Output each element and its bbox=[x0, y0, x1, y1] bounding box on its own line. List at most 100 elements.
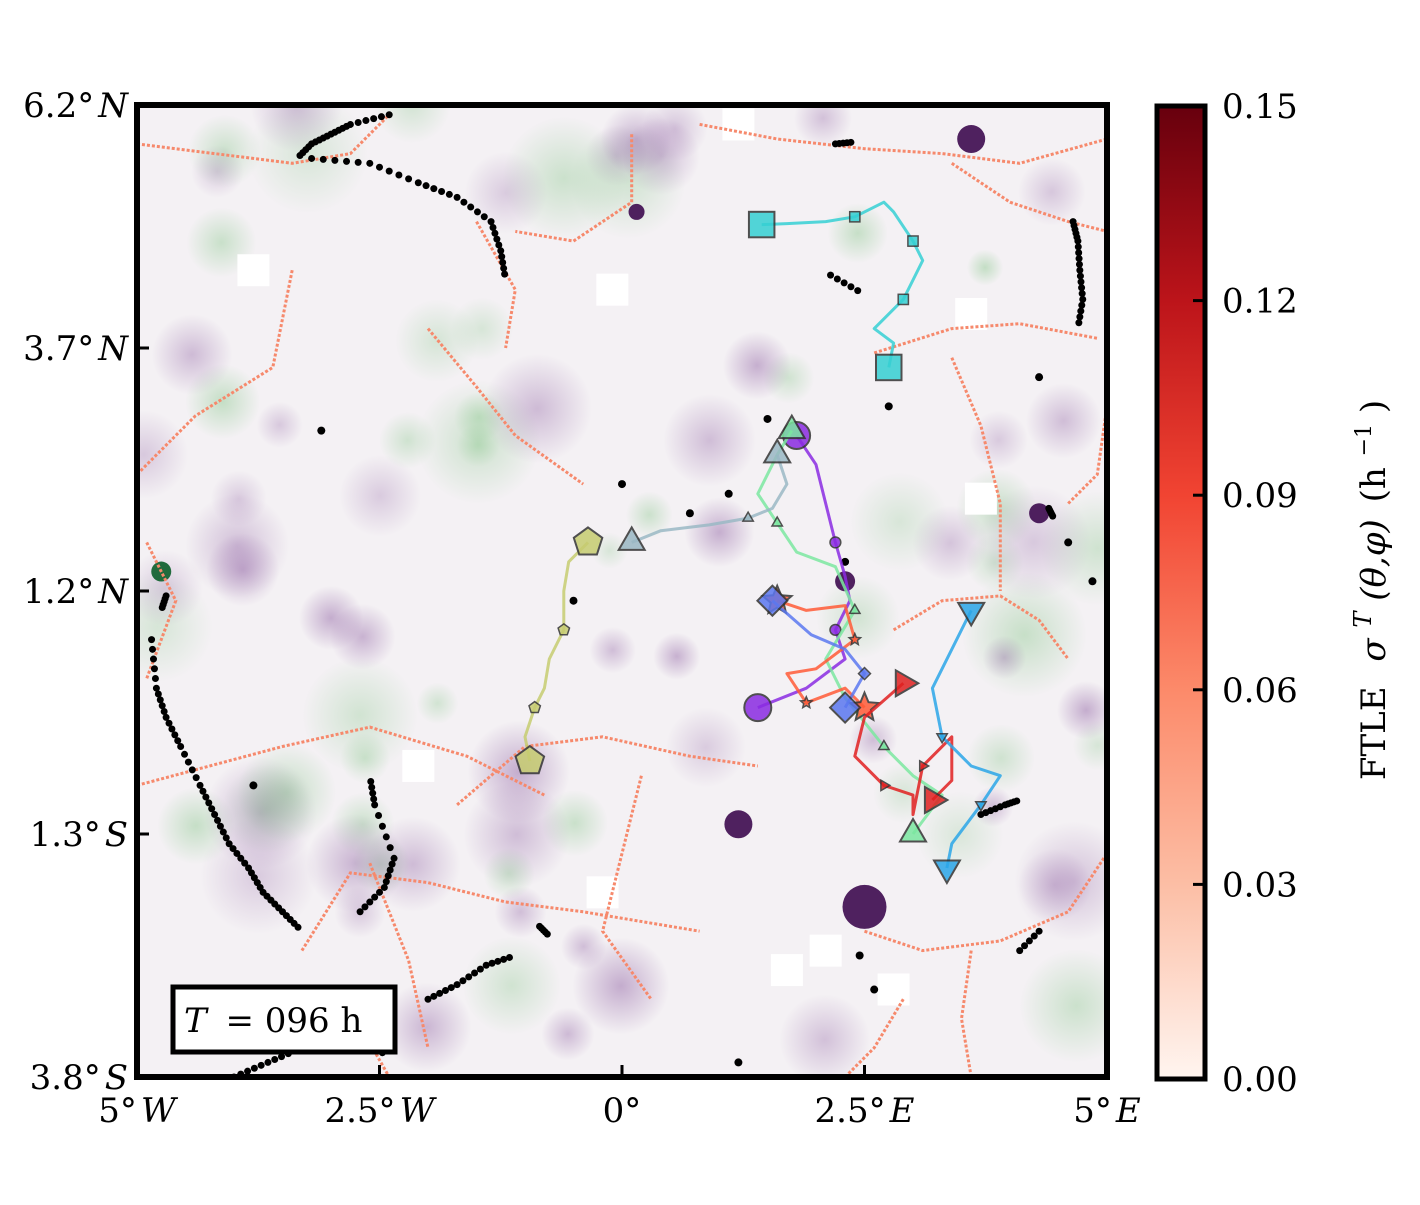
lcs-point bbox=[370, 795, 378, 803]
lcs-point bbox=[870, 985, 879, 994]
colorbar-tick-label: 0.06 bbox=[1222, 671, 1298, 711]
colorbar-tick-label: 0.15 bbox=[1222, 87, 1298, 127]
drifter-endpoint-marker bbox=[747, 210, 776, 239]
x-tick-number: 2.5° bbox=[815, 1091, 886, 1131]
lcs-point bbox=[459, 977, 467, 985]
lcs-point bbox=[199, 787, 207, 795]
lcs-point bbox=[205, 799, 213, 807]
lcs-point bbox=[471, 969, 479, 977]
lcs-point bbox=[225, 840, 233, 848]
lcs-point bbox=[424, 995, 432, 1003]
lcs-point bbox=[370, 115, 378, 123]
field-blob bbox=[976, 485, 1091, 600]
lcs-point bbox=[367, 778, 375, 786]
drifter-marker bbox=[829, 536, 842, 549]
x-tick-label: 2.5° E bbox=[815, 1091, 915, 1131]
lcs-point bbox=[343, 157, 351, 165]
lcs-point bbox=[385, 167, 393, 175]
lcs-point bbox=[441, 986, 449, 994]
ftle-ridge bbox=[873, 322, 1098, 355]
field-gap bbox=[955, 297, 988, 330]
drifter-path bbox=[523, 541, 590, 762]
lcs-point bbox=[453, 981, 461, 989]
field-blob bbox=[191, 145, 244, 198]
lcs-point bbox=[495, 241, 503, 249]
lcs-points bbox=[148, 111, 1097, 1077]
drifter-marker bbox=[741, 510, 755, 522]
lcs-point bbox=[1074, 237, 1082, 245]
lcs-point bbox=[378, 822, 386, 830]
lcs-point bbox=[168, 725, 176, 733]
time-label-box bbox=[170, 984, 398, 1055]
drifter-marker bbox=[798, 694, 814, 710]
lcs-point bbox=[382, 833, 390, 841]
field-blob bbox=[374, 105, 451, 144]
lcs-point bbox=[1035, 927, 1043, 935]
y-tick-label: 1.2° N bbox=[23, 572, 129, 612]
lcs-point bbox=[1076, 266, 1084, 274]
y-tick-hemisphere: N bbox=[97, 329, 129, 369]
field-gap bbox=[402, 749, 435, 782]
field-blob bbox=[541, 1007, 595, 1061]
lcs-point bbox=[377, 113, 385, 121]
time-label: T = 096 h bbox=[170, 984, 398, 1055]
x-tick-hemisphere: E bbox=[1115, 1091, 1141, 1131]
y-tick-hemisphere: S bbox=[105, 1058, 128, 1098]
x-tick-number: 2.5° bbox=[324, 1091, 395, 1131]
lcs-point bbox=[158, 604, 166, 612]
field-blob bbox=[850, 472, 950, 572]
ftle-ridge bbox=[137, 269, 294, 476]
y-tick-number: 3.7° bbox=[23, 329, 94, 369]
lcs-point bbox=[184, 758, 192, 766]
lcs-point bbox=[165, 719, 173, 727]
colorbar-ticks: 0.15 0.12 0.09 0.06 0.03 0.00 bbox=[1193, 87, 1298, 1100]
y-tick-label: 1.3° S bbox=[30, 815, 128, 855]
lcs-point bbox=[174, 737, 182, 745]
lcs-point bbox=[216, 822, 224, 830]
field-background bbox=[137, 105, 1107, 1077]
x-tick-number: 0° bbox=[603, 1091, 642, 1131]
lcs-point bbox=[237, 854, 245, 862]
lcs-point bbox=[465, 973, 473, 981]
lcs-point bbox=[250, 1064, 258, 1072]
drifter-endpoint-marker bbox=[743, 693, 773, 723]
lcs-point bbox=[498, 253, 506, 261]
colorbar-tick-label: 0.00 bbox=[1222, 1060, 1298, 1100]
field-blob bbox=[416, 682, 459, 725]
x-tick-number: 5° bbox=[98, 1091, 137, 1131]
lcs-point bbox=[476, 965, 484, 973]
ftle-ridge bbox=[864, 852, 1107, 953]
y-tick-number: 3.8° bbox=[30, 1058, 101, 1098]
drifter-endpoint-marker bbox=[777, 413, 807, 440]
colorbar: 0.15 0.12 0.09 0.06 0.03 0.00 FTLE σ T (θ,φ) … bbox=[1154, 87, 1394, 1100]
lcs-point bbox=[1076, 313, 1084, 321]
drifter-endpoint-marker bbox=[572, 526, 604, 556]
lcs-point bbox=[460, 198, 468, 206]
colorbar-tick-label: 0.03 bbox=[1222, 865, 1298, 905]
lcs-point bbox=[1013, 797, 1021, 805]
lcs-point bbox=[493, 235, 501, 243]
field-gap bbox=[722, 108, 755, 141]
field-blob bbox=[222, 764, 312, 854]
divergence-field bbox=[137, 105, 1107, 1077]
y-tick-number: 1.2° bbox=[23, 572, 94, 612]
lcs-point bbox=[257, 1061, 265, 1069]
y-tick-number: 6.2° bbox=[23, 86, 94, 126]
lcs-point bbox=[296, 152, 304, 160]
drifter-marker bbox=[829, 623, 842, 637]
ftle-ridge bbox=[844, 998, 905, 1077]
field-blob bbox=[151, 314, 233, 395]
lcs-point bbox=[264, 1058, 272, 1066]
x-tick-hemisphere: E bbox=[889, 1091, 915, 1131]
lcs-point bbox=[497, 247, 505, 255]
lcs-point bbox=[480, 213, 488, 221]
drifter-endpoint-marker bbox=[932, 859, 962, 886]
field-blob bbox=[395, 299, 479, 383]
ftle-ridge bbox=[456, 735, 759, 806]
field-extremum bbox=[724, 810, 753, 839]
field-blob bbox=[969, 410, 1028, 469]
ftle-ridge bbox=[892, 594, 1070, 660]
lcs-point bbox=[366, 898, 374, 906]
lcs-point bbox=[763, 414, 772, 423]
lcs-point bbox=[884, 402, 893, 411]
